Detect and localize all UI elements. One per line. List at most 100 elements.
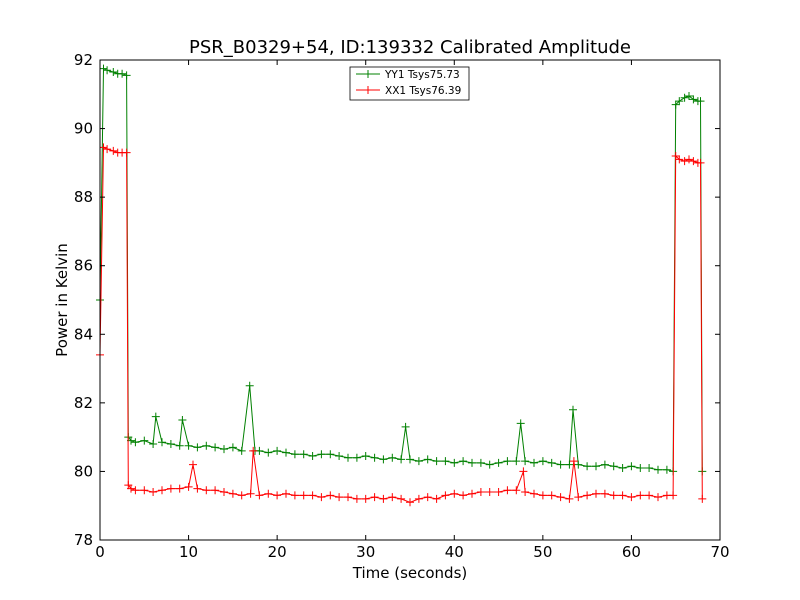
legend: YY1 Tsys75.73 XX1 Tsys76.39	[349, 66, 470, 101]
data-point-0-63	[565, 460, 574, 469]
data-point-1-61	[565, 494, 574, 503]
data-point-0-74	[654, 465, 662, 474]
data-point-0-39	[370, 453, 379, 462]
data-point-0-66	[583, 462, 592, 471]
plot-area-frame	[99, 59, 721, 541]
data-point-1-41	[397, 494, 406, 503]
data-point-0-37	[352, 453, 361, 462]
data-point-1-78	[685, 155, 693, 164]
data-point-1-46	[441, 491, 450, 500]
y-tick-label-0: 78	[74, 531, 93, 549]
data-point-1-12	[158, 486, 166, 495]
data-point-0-1	[99, 64, 108, 73]
data-point-0-28	[273, 446, 282, 455]
data-point-0-72	[636, 464, 645, 472]
data-point-0-49	[450, 458, 459, 467]
data-point-0-17	[184, 441, 193, 450]
data-point-0-69	[609, 462, 618, 471]
data-point-1-51	[485, 488, 494, 496]
data-point-1-11	[149, 488, 158, 496]
data-point-1-74	[669, 491, 678, 500]
data-point-0-51	[468, 458, 476, 467]
data-point-0-57	[516, 419, 525, 428]
data-point-1-72	[654, 493, 662, 502]
data-point-0-47	[432, 457, 441, 466]
x-tick-label-1: 10	[179, 543, 198, 561]
data-point-1-70	[636, 491, 645, 500]
data-point-1-43	[414, 494, 423, 503]
data-point-1-65	[592, 489, 600, 498]
data-point-1-14	[175, 484, 184, 493]
data-point-1-26	[264, 489, 273, 498]
data-point-1-17	[193, 484, 202, 493]
data-point-0-67	[592, 462, 600, 471]
data-point-1-3	[109, 146, 118, 155]
data-point-0-5	[118, 69, 127, 78]
data-point-1-10	[140, 486, 149, 495]
x-tick-label-5: 50	[533, 543, 552, 561]
data-point-0-13	[158, 438, 166, 447]
data-point-0-22	[228, 443, 237, 452]
data-point-1-8	[127, 484, 135, 493]
data-point-0-54	[494, 458, 503, 467]
data-point-1-52	[494, 488, 503, 496]
data-point-1-67	[609, 491, 618, 500]
data-point-0-80	[685, 92, 693, 100]
data-point-0-65	[574, 460, 583, 469]
data-point-0-52	[476, 458, 485, 467]
y-tick-label-2: 82	[74, 394, 93, 412]
data-point-1-19	[211, 486, 220, 495]
data-point-1-38	[370, 493, 379, 502]
data-point-1-44	[423, 493, 432, 502]
data-point-0-44	[406, 455, 414, 464]
data-point-1-28	[282, 489, 290, 498]
data-point-0-56	[512, 457, 521, 466]
data-point-1-32	[317, 493, 326, 502]
data-point-0-83	[696, 97, 705, 106]
data-point-1-71	[645, 491, 654, 500]
data-point-0-11	[149, 440, 158, 448]
data-point-1-76	[675, 155, 684, 164]
data-point-0-15	[175, 441, 184, 450]
data-point-1-48	[459, 491, 468, 500]
data-point-1-42	[406, 498, 414, 507]
data-point-0-27	[264, 448, 273, 457]
y-axis-label: Power in Kelvin	[53, 243, 71, 357]
data-point-0-12	[151, 412, 160, 421]
data-point-0-58	[521, 457, 530, 466]
data-point-1-2	[103, 145, 112, 154]
data-point-0-75	[662, 465, 671, 474]
data-point-0-3	[109, 68, 118, 76]
data-point-0-50	[459, 457, 468, 466]
data-point-0-41	[388, 453, 397, 462]
data-point-1-23	[246, 489, 255, 498]
data-point-0-21	[220, 445, 228, 454]
data-point-0-16	[178, 416, 187, 424]
data-point-1-59	[547, 491, 556, 500]
y-tick-label-3: 84	[74, 325, 93, 343]
data-point-0-77	[671, 100, 680, 109]
data-point-1-39	[379, 494, 388, 503]
data-point-0-46	[423, 455, 432, 464]
data-point-0-31	[299, 450, 308, 459]
data-point-0-30	[290, 450, 299, 459]
data-point-1-64	[583, 491, 592, 500]
data-point-1-66	[600, 489, 609, 498]
data-point-0-35	[335, 452, 344, 460]
data-point-1-25	[255, 491, 264, 500]
data-point-1-81	[696, 158, 705, 167]
data-point-0-62	[556, 460, 565, 469]
data-point-0-70	[618, 464, 627, 472]
data-point-0-14	[166, 440, 175, 448]
data-point-0-33	[317, 450, 326, 459]
data-point-0-81	[689, 95, 698, 104]
data-point-0-23	[237, 446, 246, 455]
data-point-0-68	[600, 460, 609, 469]
data-point-0-73	[645, 464, 654, 472]
data-point-1-18	[202, 486, 211, 495]
data-point-0-9	[131, 438, 140, 447]
data-point-0-53	[485, 460, 494, 469]
data-point-0-48	[441, 457, 450, 466]
data-point-0-71	[627, 462, 636, 471]
x-axis-label: Time (seconds)	[352, 564, 468, 582]
